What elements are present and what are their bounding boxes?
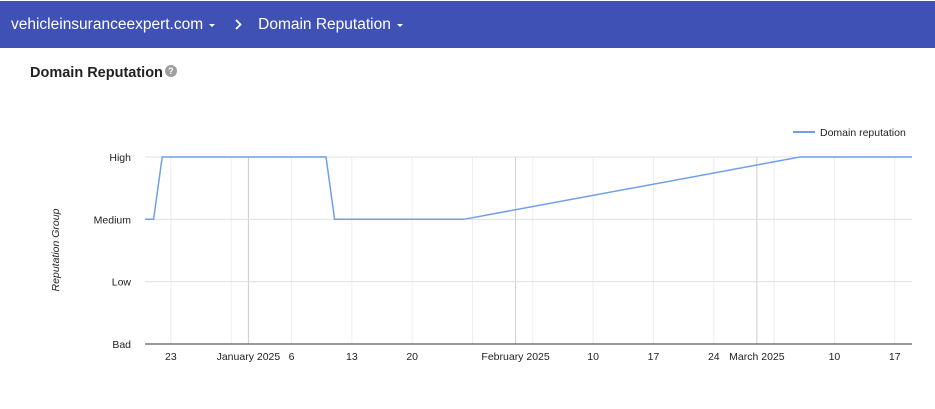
- y-tick-label: Medium: [94, 214, 132, 226]
- x-tick-label: January 2025: [217, 351, 281, 363]
- x-tick-label: March 2025: [729, 351, 785, 363]
- x-tick-label: 10: [829, 351, 841, 363]
- section-selector[interactable]: Domain Reputation: [258, 16, 403, 34]
- property-selector[interactable]: vehicleinsuranceexpert.com: [11, 15, 216, 34]
- series-line: [145, 156, 912, 221]
- y-tick-label: High: [109, 152, 131, 164]
- caret-down-icon: [209, 24, 216, 27]
- horizontal-gridlines: [145, 156, 912, 345]
- x-tick-label: 13: [346, 351, 358, 363]
- x-tick-label: 17: [889, 351, 901, 363]
- section-name: Domain Reputation: [258, 15, 391, 33]
- help-icon[interactable]: ?: [164, 65, 177, 77]
- y-tick-label: Low: [112, 277, 132, 289]
- x-tick-label: 10: [587, 351, 599, 363]
- chevron-right-icon: [235, 19, 242, 30]
- page-title: Domain Reputation: [30, 65, 163, 81]
- x-tick-label: February 2025: [481, 351, 549, 363]
- x-tick-label: 6: [289, 351, 295, 363]
- x-tick-label: 23: [165, 351, 177, 363]
- x-tick-label: 20: [406, 351, 418, 363]
- x-axis-tick-labels: 23 January 2025 6 13 20 February 2025 10 17 24 Ma…: [165, 351, 901, 363]
- caret-down-icon: [396, 24, 403, 27]
- y-tick-label: Bad: [112, 339, 131, 351]
- legend-label: Domain reputation: [820, 127, 906, 139]
- legend[interactable]: Domain reputation: [793, 127, 906, 139]
- y-axis-tick-labels: Bad Low Medium High: [94, 152, 132, 351]
- y-axis-label: Reputation Group: [50, 208, 62, 291]
- series-lines: [145, 156, 912, 221]
- page-title-row: Domain Reputation ?: [30, 65, 177, 81]
- x-tick-label: 17: [648, 351, 660, 363]
- property-name: vehicleinsuranceexpert.com: [11, 15, 204, 33]
- x-tick-label: 24: [708, 351, 720, 363]
- vertical-gridlines: [170, 157, 896, 344]
- top-bar: vehicleinsuranceexpert.com Domain Reputa…: [0, 1, 935, 48]
